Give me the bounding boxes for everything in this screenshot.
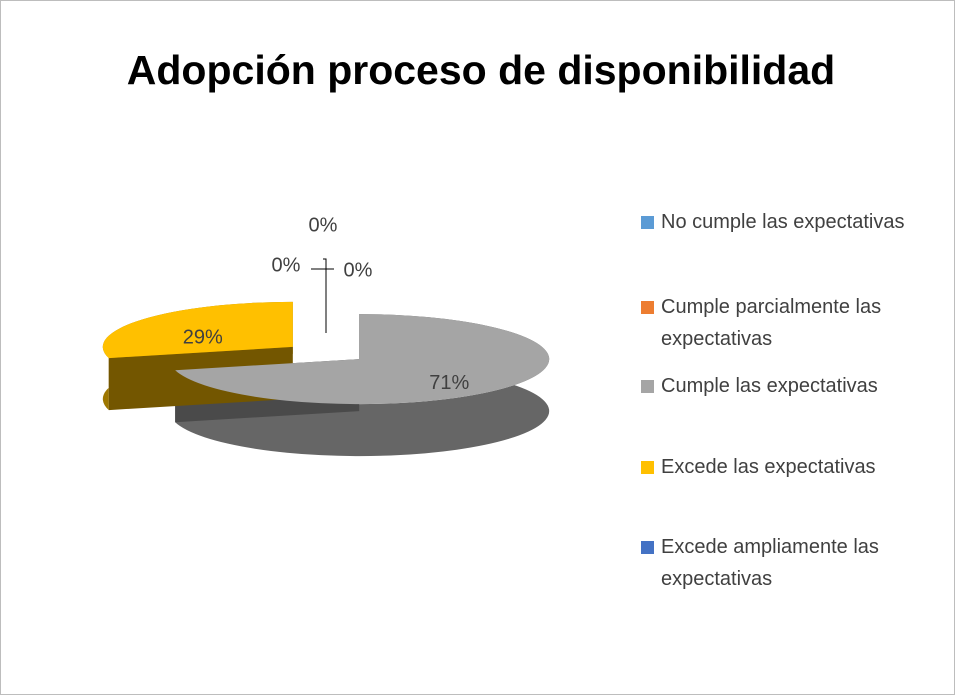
legend-label: Excede las expectativas (661, 456, 876, 478)
data-label: 0% (272, 254, 301, 276)
slice (102, 301, 293, 359)
legend-item: Excede las expectativas (641, 451, 933, 483)
pie-tops (102, 301, 550, 405)
data-label: 71% (429, 372, 469, 394)
data-label: 29% (183, 327, 223, 349)
leader-line (325, 268, 334, 334)
chart-title: Adopción proceso de disponibilidad (127, 47, 835, 93)
data-labels: 0% 0% 71% 29% 0% (183, 214, 470, 394)
legend-swatch (641, 541, 654, 554)
legend-swatch (641, 301, 654, 314)
legend-swatch (641, 461, 654, 474)
legend-label: Cumple parcialmente las expectativas (661, 296, 882, 350)
legend-item: Cumple parcialmente las expectativas (641, 291, 933, 355)
legend-label: No cumple las expectativas (661, 211, 905, 233)
legend-swatch (641, 380, 654, 393)
leader-line (311, 268, 327, 334)
legend-item: Excede ampliamente las expectativas (641, 531, 933, 595)
data-label: 0% (309, 214, 338, 236)
legend-label: Cumple las expectativas (661, 375, 878, 397)
legend-label: Excede ampliamente las expectativas (661, 536, 879, 590)
data-label: 0% (344, 259, 373, 281)
legend-item: Cumple las expectativas (641, 370, 933, 402)
legend-swatch (641, 216, 654, 229)
legend-item: No cumple las expectativas (641, 206, 933, 238)
slice (175, 314, 550, 405)
